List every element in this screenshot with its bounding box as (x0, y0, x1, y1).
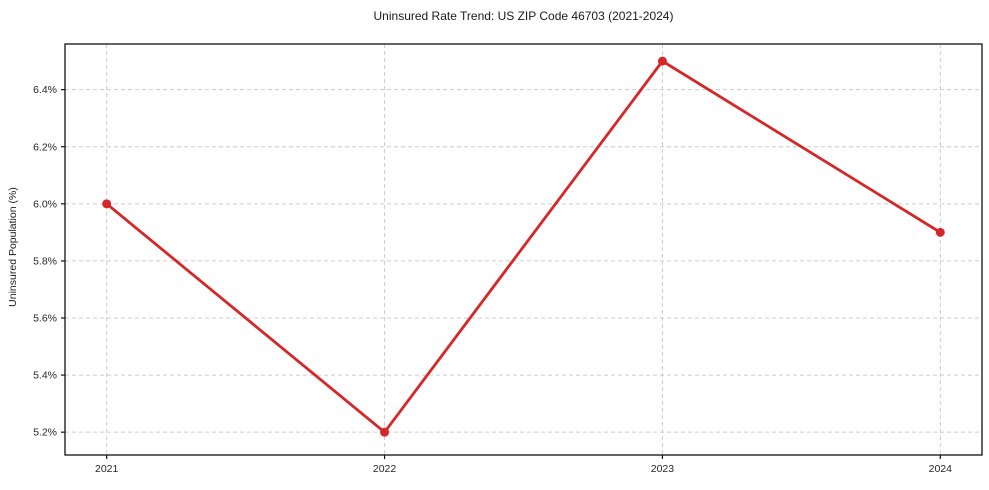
plot-border (64, 43, 983, 456)
y-tick-label: 5.2% (33, 427, 57, 439)
y-tick-label: 6.4% (33, 84, 57, 96)
data-point-marker (380, 427, 390, 437)
y-tick-label: 5.8% (33, 255, 57, 267)
chart-title: Uninsured Rate Trend: US ZIP Code 46703 … (373, 9, 674, 23)
x-tick-label: 2022 (373, 463, 397, 475)
x-tick-label: 2023 (651, 463, 675, 475)
trend-line (105, 59, 942, 434)
data-point-marker (102, 199, 112, 209)
y-tick-label: 5.6% (33, 313, 57, 325)
y-tick-label: 5.4% (33, 370, 57, 382)
data-point-marker (657, 56, 667, 66)
data-point-marker (935, 227, 945, 237)
y-tick-label: 6.0% (33, 198, 57, 210)
x-tick-label: 2024 (929, 463, 953, 475)
y-axis-label: Uninsured Population (%) (7, 187, 19, 307)
x-tick-label: 2021 (95, 463, 119, 475)
y-tick-label: 6.2% (33, 141, 57, 153)
